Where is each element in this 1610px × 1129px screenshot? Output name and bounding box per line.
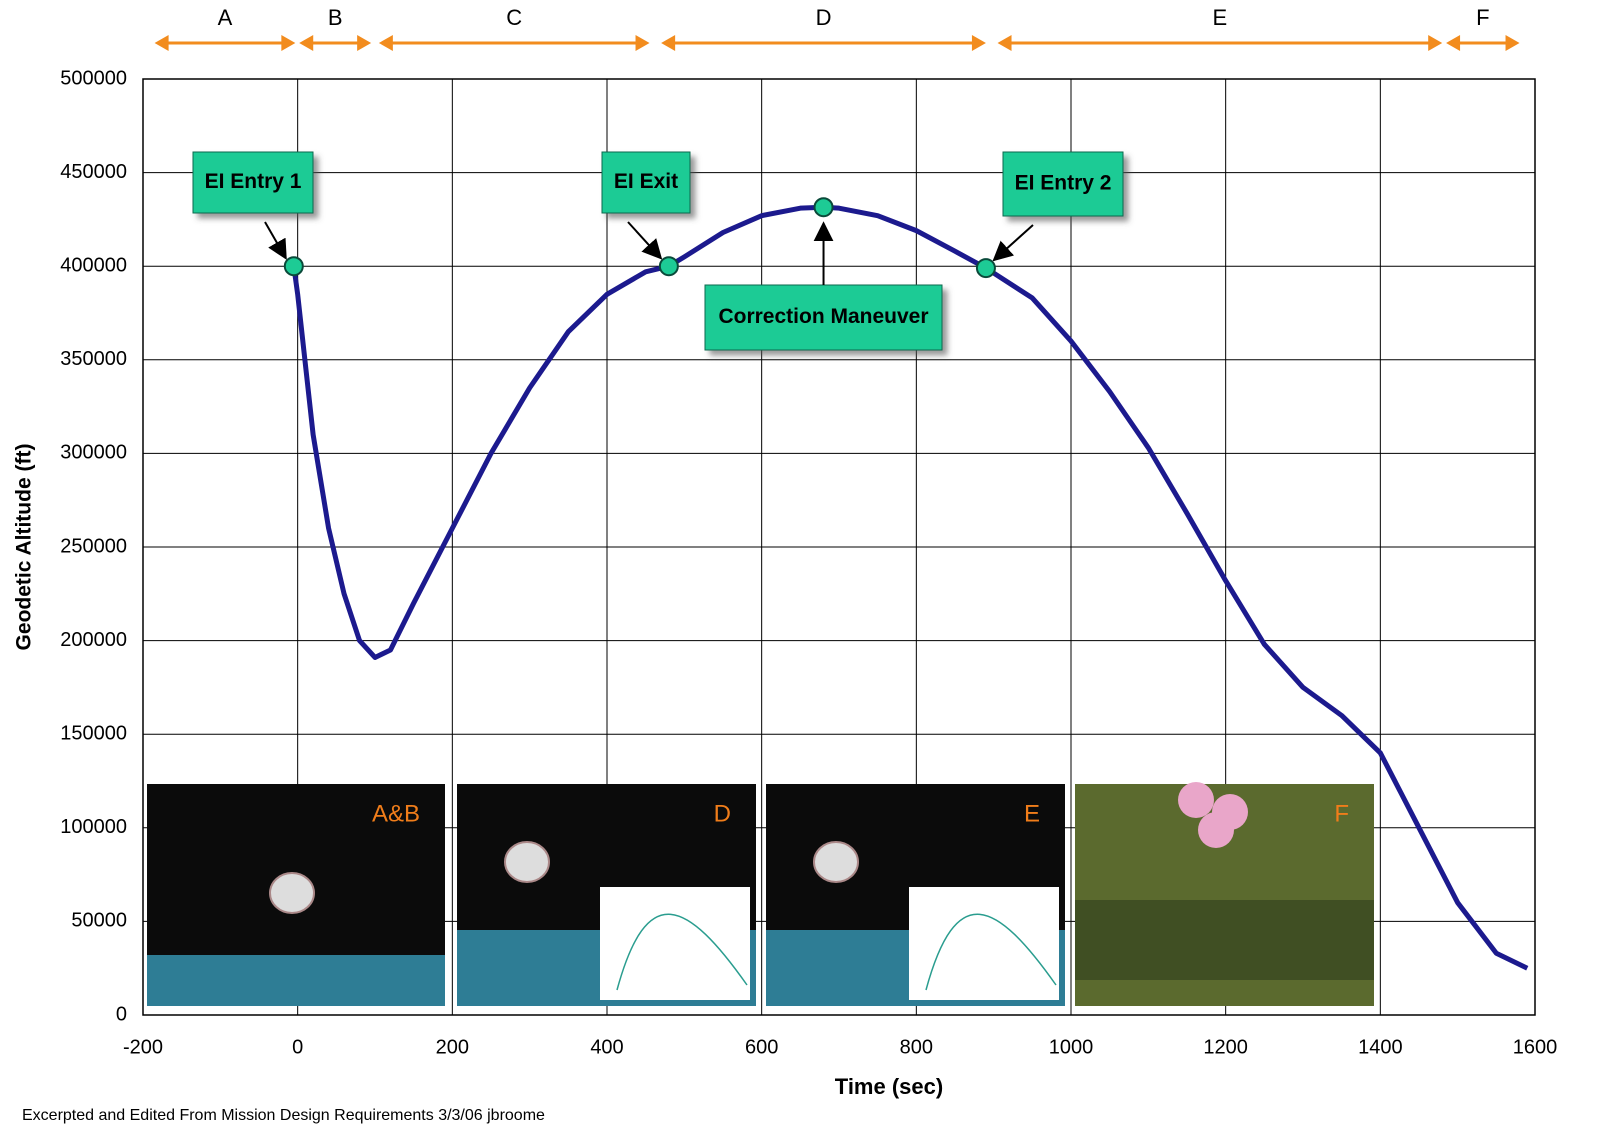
y-tick-label: 100000 (60, 816, 127, 838)
event-marker (660, 257, 678, 275)
parachute (1178, 782, 1214, 818)
inset-image (457, 784, 756, 1006)
annotation-text: Correction Maneuver (718, 305, 928, 328)
x-tick-label: 600 (745, 1036, 778, 1058)
annotation-arrow (994, 225, 1033, 260)
event-marker (285, 257, 303, 275)
annotation-arrow (628, 222, 661, 258)
y-tick-label: 500000 (60, 67, 127, 89)
x-tick-label: -200 (123, 1036, 163, 1058)
inset-plot (909, 887, 1059, 1000)
inset-ocean (147, 955, 445, 1006)
x-tick-label: 1000 (1049, 1036, 1094, 1058)
event-marker (977, 259, 995, 277)
x-tick-label: 200 (436, 1036, 469, 1058)
event-marker (815, 198, 833, 216)
inset-plot (600, 887, 750, 1000)
inset-image (1075, 782, 1374, 1006)
inset-label: E (1024, 800, 1040, 827)
x-tick-label: 800 (900, 1036, 933, 1058)
y-tick-label: 350000 (60, 348, 127, 370)
capsule (814, 842, 858, 882)
phase-label: C (506, 5, 522, 30)
annotation-text: EI Entry 1 (205, 170, 302, 193)
y-tick-label: 400000 (60, 254, 127, 276)
y-tick-label: 300000 (60, 442, 127, 464)
annotation-text: EI Entry 2 (1015, 172, 1112, 195)
x-tick-label: 1600 (1513, 1036, 1558, 1058)
x-tick-label: 400 (590, 1036, 623, 1058)
capsule (270, 873, 314, 913)
annotation-arrow (265, 222, 286, 258)
y-tick-label: 150000 (60, 722, 127, 744)
annotation-text: EI Exit (614, 170, 678, 193)
inset-label: D (714, 800, 731, 827)
phase-label: F (1476, 5, 1489, 30)
capsule (505, 842, 549, 882)
x-tick-label: 1400 (1358, 1036, 1403, 1058)
footnote: Excerpted and Edited From Mission Design… (22, 1107, 545, 1124)
chart: 0 50000 100000 150000 200000 250000 300000 3500… (0, 0, 1610, 1129)
inset-terrain (1075, 900, 1374, 980)
y-tick-label: 50000 (71, 910, 127, 932)
x-axis-title: Time (sec) (835, 1074, 943, 1099)
x-tick-label: 1200 (1203, 1036, 1248, 1058)
y-axis-title: Geodetic Altitude (ft) (13, 444, 36, 651)
phase-label: E (1213, 5, 1228, 30)
inset-label: A&B (372, 800, 420, 827)
parachute (1198, 812, 1234, 848)
x-tick-label: 0 (292, 1036, 303, 1058)
phase-label: B (328, 5, 343, 30)
y-tick-label: 250000 (60, 535, 127, 557)
phase-label: A (218, 5, 233, 30)
inset-image (766, 784, 1065, 1006)
phase-label: D (816, 5, 832, 30)
y-tick-label: 0 (116, 1003, 127, 1025)
y-tick-label: 450000 (60, 161, 127, 183)
inset-label: F (1334, 800, 1349, 827)
y-tick-label: 200000 (60, 629, 127, 651)
